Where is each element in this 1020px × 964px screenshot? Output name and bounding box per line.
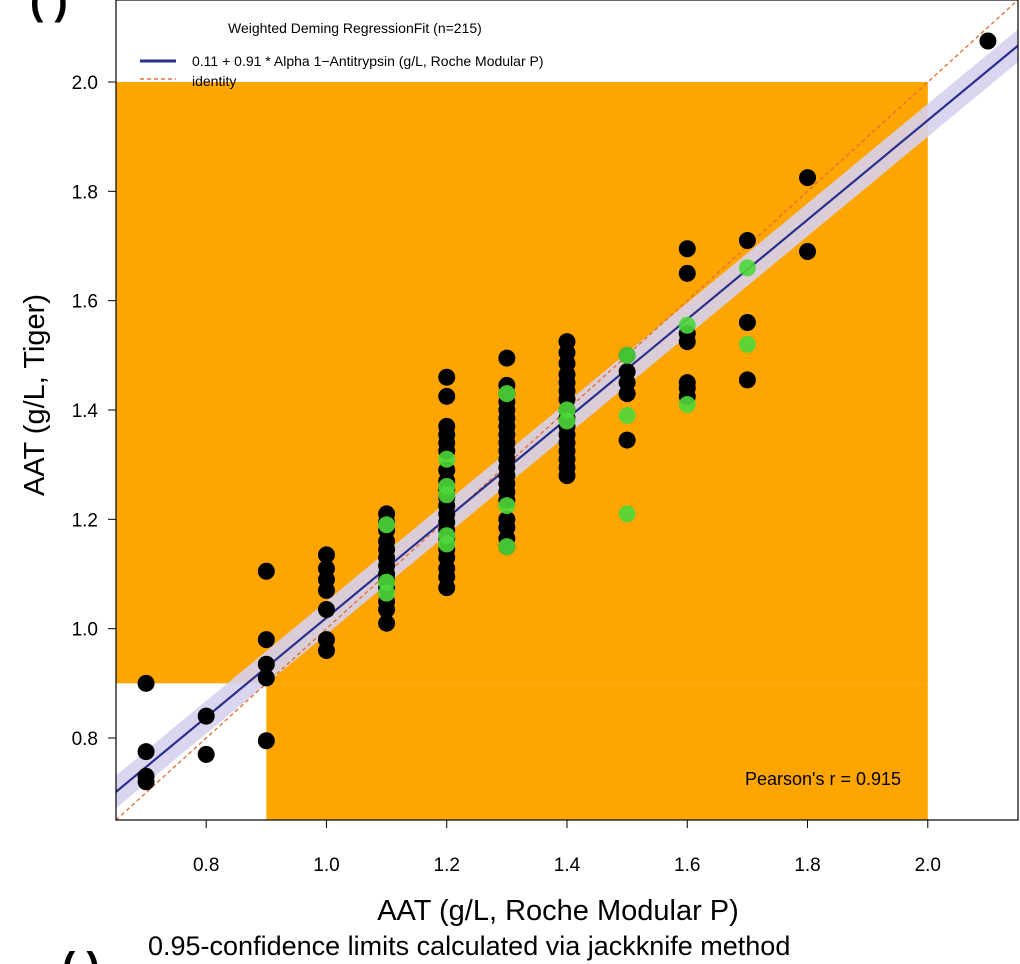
x-axis-title: AAT (g/L, Roche Modular P) bbox=[377, 895, 739, 927]
black-data-point bbox=[558, 467, 576, 485]
y-tick-label: 1.2 bbox=[72, 510, 98, 531]
green-data-point bbox=[378, 516, 396, 534]
x-tick-label: 0.8 bbox=[193, 855, 219, 876]
green-data-point bbox=[618, 346, 636, 364]
black-data-point bbox=[438, 579, 456, 597]
axes: 0.8 1.0 1.2 1.4 1.6 1.8 2.0 0.8 1.0 1.2 1.4 1.6 1.8 2… bbox=[72, 73, 941, 876]
legend-title: Weighted Deming RegressionFit (n=215) bbox=[228, 20, 482, 36]
green-data-point bbox=[498, 538, 516, 556]
black-data-point bbox=[197, 745, 215, 763]
green-data-point bbox=[618, 406, 636, 424]
green-data-point bbox=[438, 450, 456, 468]
green-data-point bbox=[618, 505, 636, 523]
acceptance-region-lower bbox=[266, 683, 928, 820]
black-data-point bbox=[438, 368, 456, 386]
x-tick-label: 1.6 bbox=[674, 855, 700, 876]
legend-fit-label: 0.11 + 0.91 * Alpha 1−Antitrypsin (g/L, … bbox=[192, 53, 544, 69]
cropped-panel-label-bottom: ( ) bbox=[62, 945, 100, 964]
black-data-point bbox=[678, 240, 696, 258]
green-data-point bbox=[738, 259, 756, 277]
black-data-point bbox=[137, 773, 155, 791]
black-data-point bbox=[257, 669, 275, 687]
method-caption: 0.95-confidence limits calculated via ja… bbox=[148, 931, 790, 961]
black-data-point bbox=[137, 674, 155, 692]
x-tick-label: 1.8 bbox=[794, 855, 820, 876]
black-data-point bbox=[678, 333, 696, 351]
x-tick-label: 1.2 bbox=[434, 855, 460, 876]
black-data-point bbox=[438, 387, 456, 405]
x-tick-label: 1.0 bbox=[313, 855, 339, 876]
y-tick-label: 0.8 bbox=[72, 729, 98, 750]
black-data-point bbox=[257, 631, 275, 649]
acceptance-region-upper bbox=[116, 82, 928, 684]
black-data-point bbox=[618, 385, 636, 403]
black-data-point bbox=[257, 562, 275, 580]
black-data-point bbox=[678, 264, 696, 282]
black-data-point bbox=[738, 314, 756, 332]
y-tick-label: 1.0 bbox=[72, 620, 98, 641]
black-data-point bbox=[799, 169, 817, 187]
black-data-point bbox=[257, 732, 275, 750]
acceptance-regions bbox=[116, 82, 928, 820]
black-data-point bbox=[738, 232, 756, 250]
pearson-annotation: Pearson's r = 0.915 bbox=[745, 769, 901, 789]
black-data-point bbox=[317, 546, 335, 564]
green-data-point bbox=[438, 486, 456, 504]
black-data-point bbox=[378, 601, 396, 619]
green-data-point bbox=[678, 396, 696, 414]
black-data-point bbox=[317, 642, 335, 660]
x-tick-label: 1.4 bbox=[554, 855, 581, 876]
y-axis-title: AAT (g/L, Tiger) bbox=[19, 294, 51, 496]
black-data-point bbox=[979, 32, 997, 50]
legend-identity-label: identity bbox=[192, 73, 236, 89]
green-data-point bbox=[498, 385, 516, 403]
green-data-point bbox=[738, 335, 756, 353]
green-data-point bbox=[678, 316, 696, 334]
black-data-point bbox=[197, 707, 215, 725]
cropped-panel-label-top: ( ) bbox=[30, 0, 68, 23]
black-data-point bbox=[618, 431, 636, 449]
x-tick-label: 2.0 bbox=[915, 855, 941, 876]
black-data-point bbox=[317, 601, 335, 619]
y-tick-label: 1.8 bbox=[72, 182, 98, 203]
legend: Weighted Deming RegressionFit (n=215) 0.… bbox=[140, 20, 544, 89]
black-data-point bbox=[317, 581, 335, 599]
green-data-point bbox=[378, 584, 396, 602]
black-data-point bbox=[498, 349, 516, 367]
y-tick-label: 1.4 bbox=[72, 401, 99, 422]
black-data-point bbox=[738, 371, 756, 389]
y-tick-label: 2.0 bbox=[72, 73, 98, 94]
y-tick-label: 1.6 bbox=[72, 292, 98, 313]
black-data-point bbox=[137, 743, 155, 761]
black-data-point bbox=[257, 655, 275, 673]
data-points bbox=[137, 32, 997, 791]
green-data-point bbox=[438, 535, 456, 553]
black-data-point bbox=[799, 242, 817, 260]
plot-frame bbox=[115, 0, 1019, 821]
green-data-point bbox=[498, 497, 516, 515]
black-data-point bbox=[378, 614, 396, 632]
green-data-point bbox=[558, 412, 576, 430]
